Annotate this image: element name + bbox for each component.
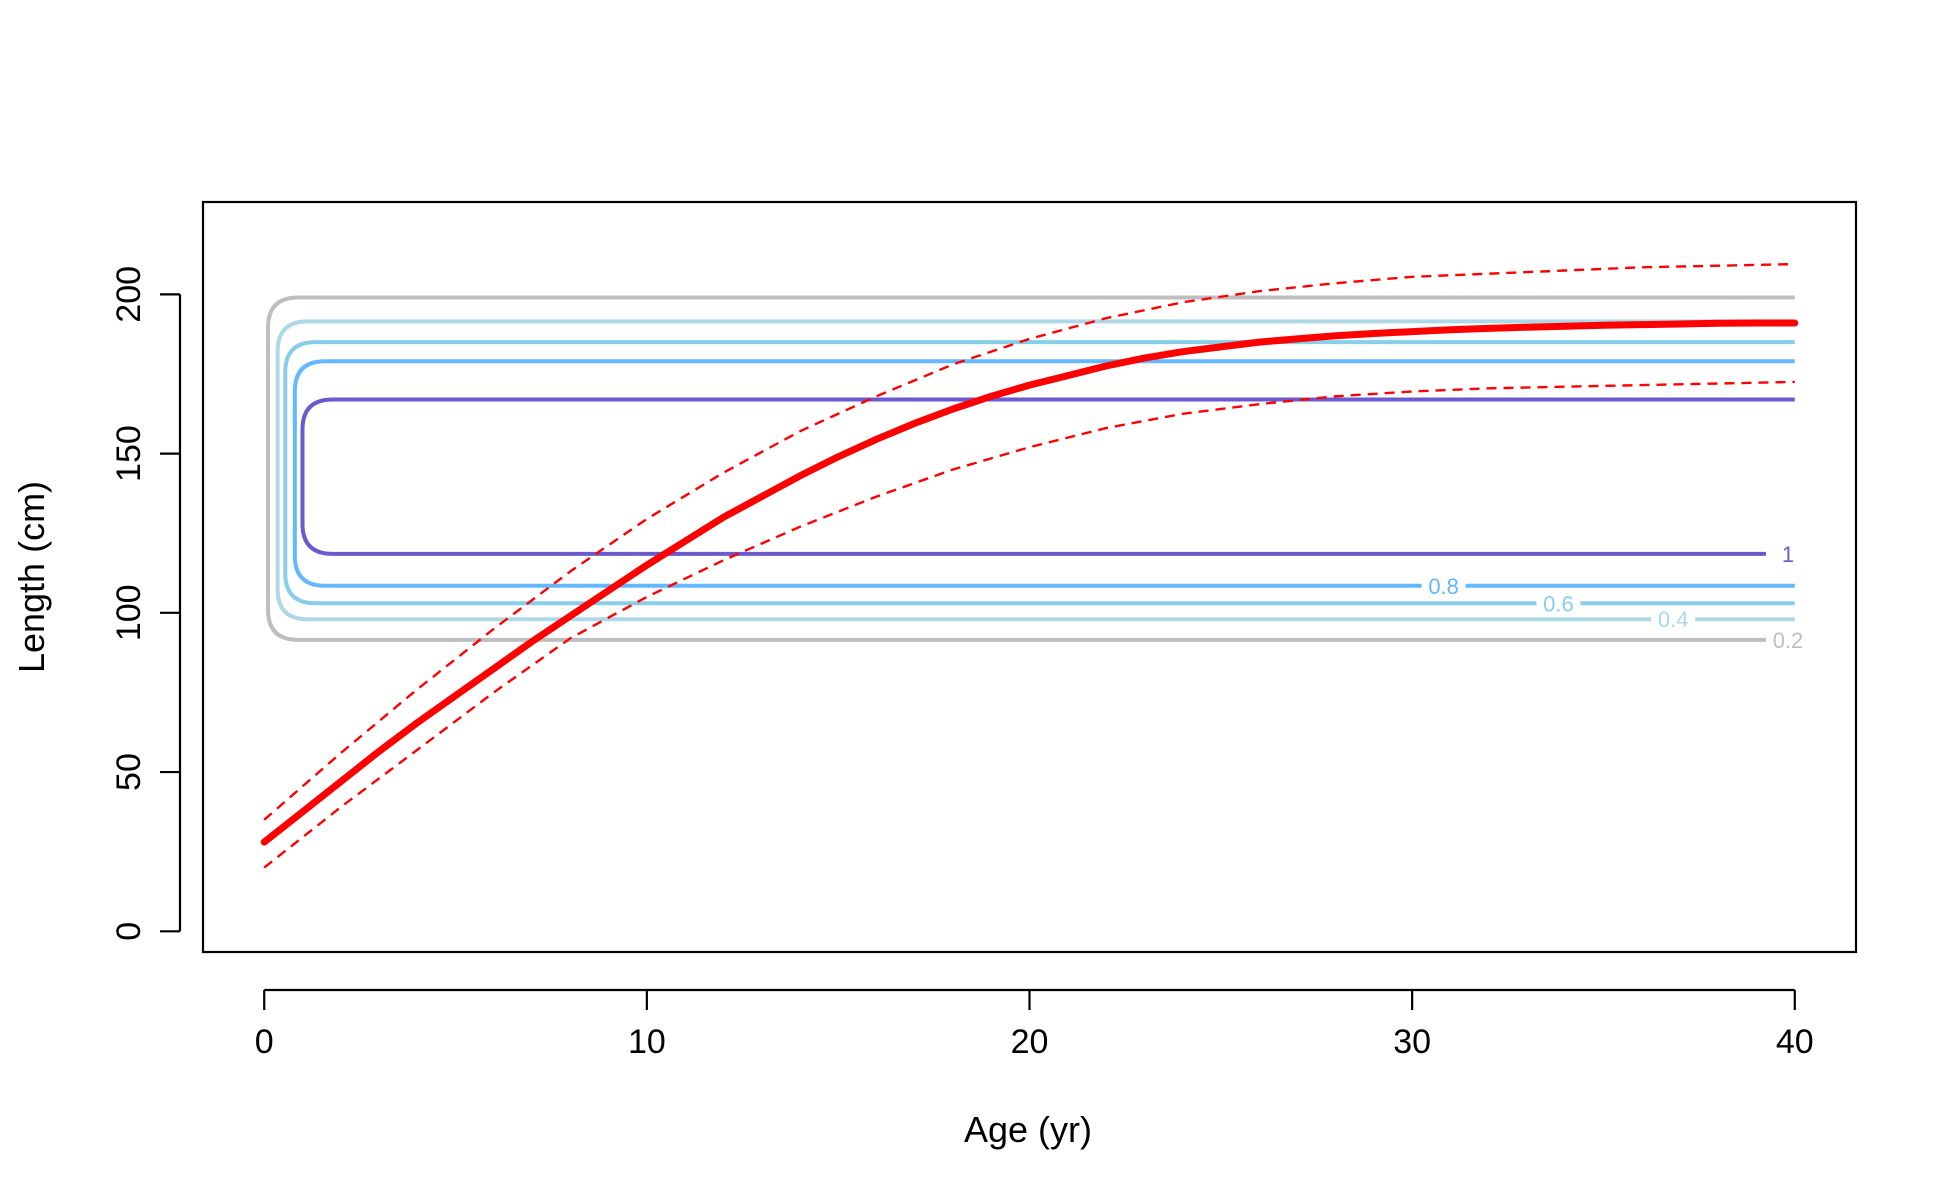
contour-label-bg-2 [1536, 593, 1581, 614]
contour-label-bg-1 [1651, 609, 1696, 630]
x-tick-label-3: 30 [1393, 1023, 1431, 1061]
contour-line-3 [292, 359, 1795, 588]
contour-label-bg-0 [1765, 629, 1810, 650]
y-axis: 0 50 100 150 200 [110, 266, 182, 941]
contour-label-bg-4 [1765, 543, 1810, 564]
contour-line-4 [300, 397, 1795, 556]
x-tick-label-1: 10 [628, 1023, 666, 1061]
y-tick-label-4: 200 [110, 266, 148, 323]
contour-line-2 [283, 340, 1795, 606]
series-line-1 [263, 262, 1795, 821]
y-tick-label-2: 100 [110, 584, 148, 641]
contour-label-3: 0.8 [1428, 574, 1459, 599]
y-tick-label-3: 150 [110, 425, 148, 482]
x-axis: 0 10 20 30 40 [255, 988, 1814, 1061]
y-tick-label-0: 0 [110, 922, 148, 941]
series-line-2 [263, 380, 1795, 869]
contour-label-0: 0.2 [1773, 628, 1804, 653]
x-tick-label-2: 20 [1011, 1023, 1049, 1061]
contour-label-4: 1 [1782, 542, 1794, 567]
contour-lines: 0.2 0.4 0.6 0.8 1 [266, 295, 1810, 653]
contour-label-2: 0.6 [1543, 591, 1574, 616]
x-tick-label-4: 40 [1776, 1023, 1814, 1061]
series-line-0 [260, 319, 1799, 846]
growth-series [260, 262, 1799, 869]
contour-line-0 [266, 295, 1795, 642]
plot-frame [201, 200, 1858, 954]
y-tick-label-1: 50 [110, 753, 148, 791]
contour-label-bg-3 [1421, 575, 1466, 596]
x-axis-label: Age (yr) [964, 1109, 1092, 1150]
y-axis-label: Length (cm) [11, 481, 52, 673]
contour-label-1: 0.4 [1658, 607, 1689, 632]
x-tick-label-0: 0 [255, 1023, 274, 1061]
contour-line-1 [275, 319, 1795, 622]
